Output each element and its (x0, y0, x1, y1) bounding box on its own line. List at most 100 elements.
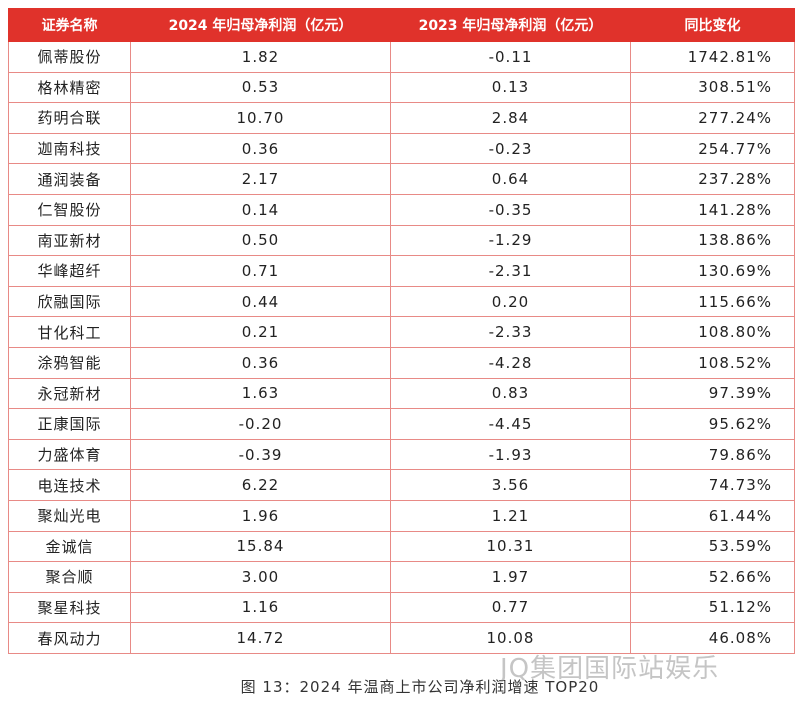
table-cell: 聚灿光电 (8, 499, 131, 532)
table-cell: 95.62% (630, 408, 795, 440)
table-cell: 0.50 (130, 224, 391, 257)
table-cell: 237.28% (630, 163, 795, 195)
table-cell: 华峰超纤 (8, 255, 131, 287)
table-cell: 2.17 (130, 163, 391, 195)
table-cell: -0.35 (390, 193, 631, 226)
caption: 图 13：2024 年温商上市公司净利润增速 TOP20 (240, 678, 600, 696)
table-cell: 115.66% (630, 285, 795, 318)
table-row: 迦南科技 0.36 -0.23 254.77% (8, 132, 795, 165)
table-cell: 格林精密 (8, 71, 131, 104)
table-cell: -0.39 (130, 438, 391, 471)
header-cell: 证券名称 (8, 8, 131, 42)
table-row: 电连技术 6.22 3.56 74.73% (8, 469, 795, 501)
table-cell: 0.53 (130, 71, 391, 104)
table-row: 春风动力 14.72 10.08 46.08% (8, 622, 795, 654)
table-cell: 力盛体育 (8, 438, 131, 471)
table-cell: 1.97 (390, 561, 631, 593)
table-cell: 0.71 (130, 255, 391, 287)
table-row: 南亚新材 0.50 -1.29 138.86% (8, 224, 795, 257)
watermark: JQ集团国际站娱乐 (500, 654, 720, 684)
table-body: 佩蒂股份 1.82 -0.11 1742.81% 格林精密 0.53 0.13 308.51%… (8, 41, 795, 654)
table-cell: 1.21 (390, 499, 631, 532)
table-cell: 南亚新材 (8, 224, 131, 257)
table-row: 聚灿光电 1.96 1.21 61.44% (8, 499, 795, 532)
table-cell: 79.86% (630, 438, 795, 471)
table-cell: 10.70 (130, 102, 391, 134)
table-cell: 51.12% (630, 591, 795, 624)
table-cell: 1.16 (130, 591, 391, 624)
table-cell: 0.44 (130, 285, 391, 318)
table-cell: 3.00 (130, 561, 391, 593)
table-cell: -0.20 (130, 408, 391, 440)
table-cell: 1.96 (130, 499, 391, 532)
table-row: 甘化科工 0.21 -2.33 108.80% (8, 316, 795, 348)
table-row: 聚合顺 3.00 1.97 52.66% (8, 561, 795, 593)
table-cell: 仁智股份 (8, 193, 131, 226)
table-cell: 254.77% (630, 132, 795, 165)
table-cell: 聚星科技 (8, 591, 131, 624)
table-cell: -2.33 (390, 316, 631, 348)
table-cell: 0.77 (390, 591, 631, 624)
table-cell: 108.52% (630, 346, 795, 379)
table-cell: 97.39% (630, 377, 795, 410)
table-cell: 52.66% (630, 561, 795, 593)
table-cell: 10.31 (390, 530, 631, 563)
table-cell: 14.72 (130, 622, 391, 654)
table-row: 聚星科技 1.16 0.77 51.12% (8, 591, 795, 624)
table-row: 永冠新材 1.63 0.83 97.39% (8, 377, 795, 410)
table-row: 金诚信 15.84 10.31 53.59% (8, 530, 795, 563)
table-cell: 电连技术 (8, 469, 131, 501)
table-cell: -0.11 (390, 41, 631, 73)
table-row: 仁智股份 0.14 -0.35 141.28% (8, 193, 795, 226)
table-cell: 138.86% (630, 224, 795, 257)
table-cell: 1742.81% (630, 41, 795, 73)
table-row: 格林精密 0.53 0.13 308.51% (8, 71, 795, 104)
table-cell: 53.59% (630, 530, 795, 563)
table-cell: 佩蒂股份 (8, 41, 131, 73)
table-cell: 130.69% (630, 255, 795, 287)
table-cell: 1.82 (130, 41, 391, 73)
table-cell: 迦南科技 (8, 132, 131, 165)
table-row: 华峰超纤 0.71 -2.31 130.69% (8, 255, 795, 287)
table-cell: 聚合顺 (8, 561, 131, 593)
table-cell: 0.36 (130, 132, 391, 165)
table-cell: 2.84 (390, 102, 631, 134)
header-row: 证券名称 2024 年归母净利润（亿元） 2023 年归母净利润（亿元） 同比变化 (8, 8, 795, 42)
table-row: 涂鸦智能 0.36 -4.28 108.52% (8, 346, 795, 379)
table-cell: 甘化科工 (8, 316, 131, 348)
table-cell: 通润装备 (8, 163, 131, 195)
table-cell: 春风动力 (8, 622, 131, 654)
table-cell: -4.45 (390, 408, 631, 440)
table-cell: 61.44% (630, 499, 795, 532)
table-cell: 74.73% (630, 469, 795, 501)
header-cell: 2024 年归母净利润（亿元） (130, 8, 391, 42)
table-cell: -1.93 (390, 438, 631, 471)
table-cell: -1.29 (390, 224, 631, 257)
table-row: 力盛体育 -0.39 -1.93 79.86% (8, 438, 795, 471)
table-cell: 277.24% (630, 102, 795, 134)
table-cell: 正康国际 (8, 408, 131, 440)
header-cell: 同比变化 (630, 8, 795, 42)
table-cell: 1.63 (130, 377, 391, 410)
table-cell: 0.36 (130, 346, 391, 379)
table-cell: 永冠新材 (8, 377, 131, 410)
table-cell: 15.84 (130, 530, 391, 563)
header-cell: 2023 年归母净利润（亿元） (390, 8, 631, 42)
table-cell: 141.28% (630, 193, 795, 226)
table-cell: 3.56 (390, 469, 631, 501)
table-row: 正康国际 -0.20 -4.45 95.62% (8, 408, 795, 440)
table-cell: 金诚信 (8, 530, 131, 563)
table-cell: 涂鸦智能 (8, 346, 131, 379)
table-cell: 药明合联 (8, 102, 131, 134)
table-cell: 欣融国际 (8, 285, 131, 318)
table-cell: 308.51% (630, 71, 795, 104)
data-table: 证券名称 2024 年归母净利润（亿元） 2023 年归母净利润（亿元） 同比变化 佩… (8, 8, 795, 654)
table-cell: -2.31 (390, 255, 631, 287)
table-cell: 46.08% (630, 622, 795, 654)
table-cell: 108.80% (630, 316, 795, 348)
table-row: 通润装备 2.17 0.64 237.28% (8, 163, 795, 195)
table-cell: 0.21 (130, 316, 391, 348)
table-row: 佩蒂股份 1.82 -0.11 1742.81% (8, 41, 795, 73)
table-cell: 6.22 (130, 469, 391, 501)
